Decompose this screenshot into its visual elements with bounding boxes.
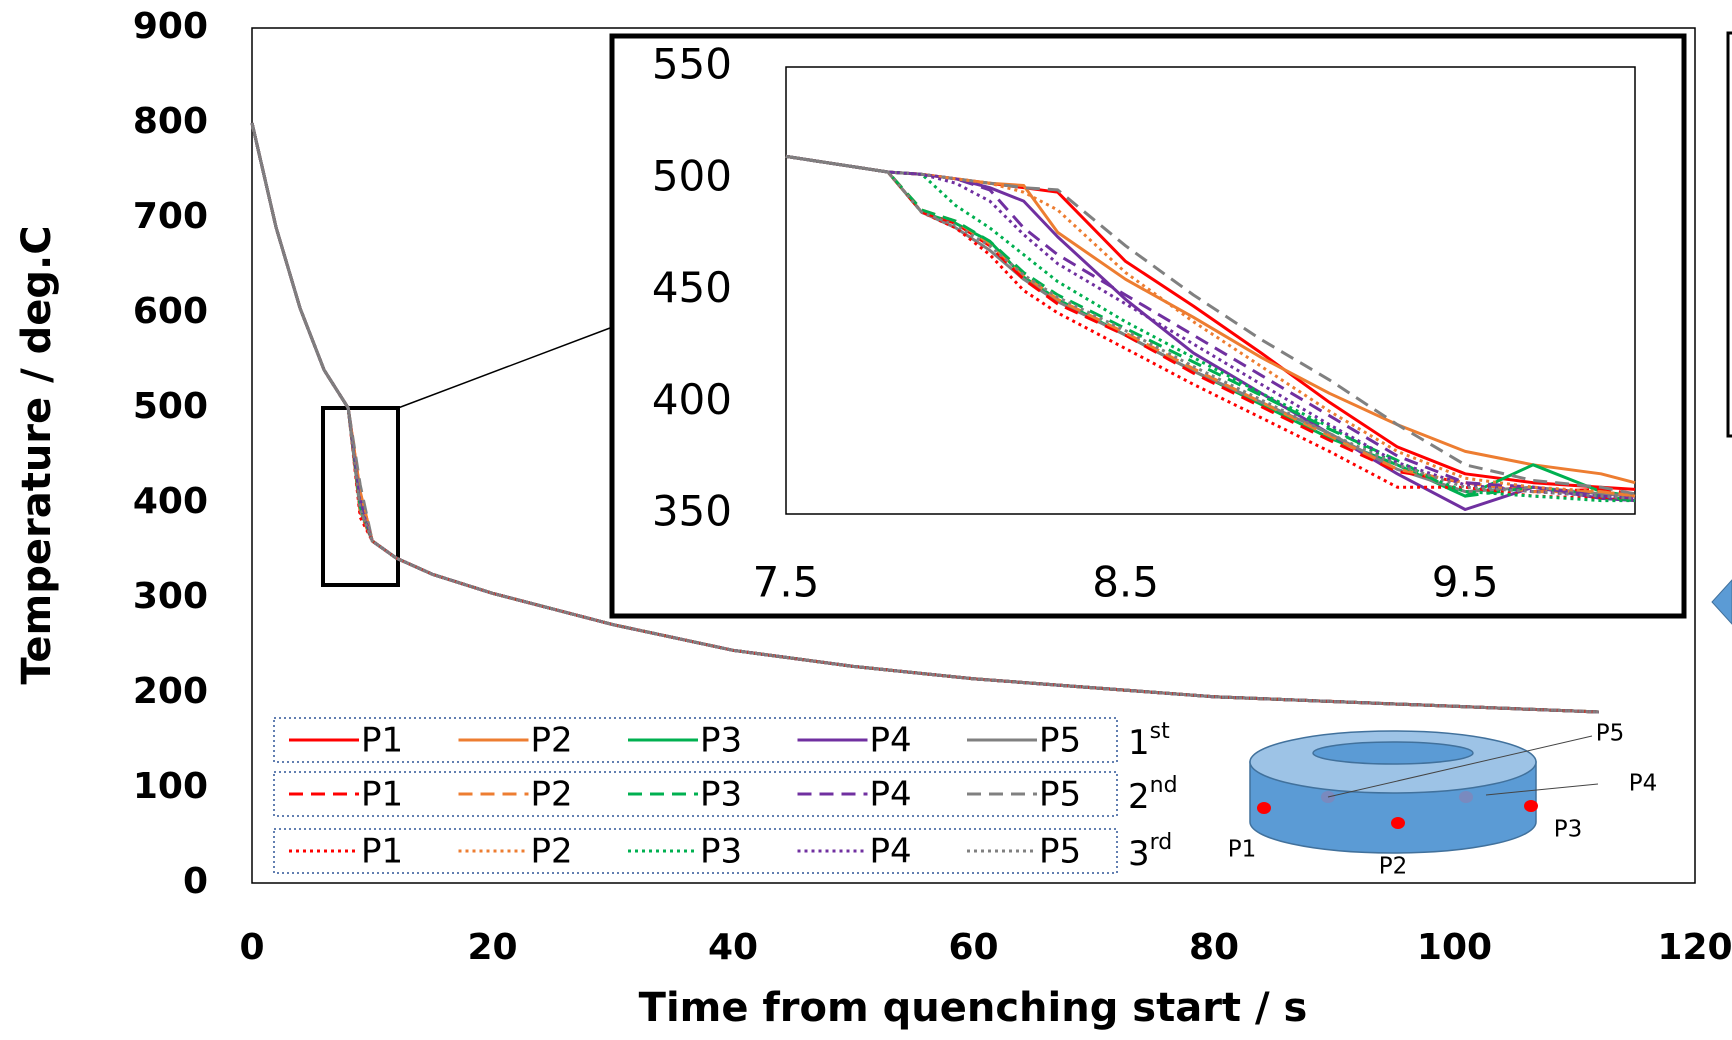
label-p1: P1 <box>1228 837 1257 863</box>
cut-box <box>1726 31 1732 438</box>
legend-box <box>273 771 1118 817</box>
x-tick-label: 7.5 <box>753 558 820 607</box>
y-tick-label: 550 <box>652 40 732 89</box>
y-tick-label: 400 <box>652 375 732 424</box>
y-tick-label: 500 <box>133 386 208 427</box>
x-tick-label: 60 <box>948 927 998 968</box>
leader-p5 <box>1327 735 1593 798</box>
ring-hole <box>1312 741 1474 765</box>
y-tick-label: 800 <box>133 101 208 142</box>
legend-label: P1 <box>361 775 403 815</box>
y-tick-label: 100 <box>133 766 208 807</box>
series-line <box>250 122 1599 714</box>
point-p2 <box>1391 817 1405 829</box>
y-tick-label: 350 <box>652 487 732 536</box>
legend-label: P3 <box>700 775 742 815</box>
plot-area <box>251 27 1696 884</box>
row-suffix: rd <box>1150 830 1173 855</box>
legend-box <box>273 828 1118 874</box>
row-suffix: st <box>1150 719 1170 744</box>
legend-label: P2 <box>531 832 573 872</box>
y-tick-label: 600 <box>133 291 208 332</box>
y-tick-label: 400 <box>133 481 208 522</box>
y-tick-label: 0 <box>183 861 208 902</box>
y-tick-label: 200 <box>133 671 208 712</box>
inset-plot-area <box>785 66 1636 515</box>
series-line <box>785 154 1636 503</box>
label-p4: P4 <box>1629 771 1658 797</box>
legend-label: P1 <box>361 832 403 872</box>
row-number: 2 <box>1128 777 1150 817</box>
x-tick-label: 8.5 <box>1092 558 1159 607</box>
legend-row-label: 1st <box>1128 719 1170 763</box>
y-tick-label: 450 <box>652 263 732 312</box>
series-line <box>785 154 1636 503</box>
series-line <box>785 154 1635 503</box>
legend-row-label: 3rd <box>1128 830 1172 874</box>
x-tick-label: 0 <box>239 927 264 968</box>
row-number: 1 <box>1128 723 1150 763</box>
inset-series <box>785 154 1636 511</box>
legend-label: P2 <box>531 775 573 815</box>
y-tick-label: 500 <box>652 151 732 200</box>
y-tick-label: 300 <box>133 576 208 617</box>
x-tick-label: 100 <box>1417 927 1492 968</box>
series-line <box>785 154 1636 498</box>
y-axis-title: Temperature / deg.C <box>14 225 60 684</box>
main-series <box>250 122 1599 714</box>
series-line <box>785 154 1636 500</box>
y-tick-label: 700 <box>133 196 208 237</box>
x-tick-label: 40 <box>708 927 758 968</box>
arrow <box>1711 579 1732 625</box>
x-axis-title: Time from quenching start / s <box>639 985 1308 1031</box>
series-line <box>785 154 1636 498</box>
row-suffix: nd <box>1150 773 1178 798</box>
y-tick-label: 900 <box>133 6 208 47</box>
legend-label: P5 <box>1039 775 1081 815</box>
inset-frame <box>609 33 1687 619</box>
label-p5: P5 <box>1596 721 1625 747</box>
legend-label: P4 <box>870 832 912 872</box>
legend-label: P1 <box>361 721 403 761</box>
point-p3 <box>1524 800 1538 812</box>
zoom-box <box>321 406 400 587</box>
ring-diagram: P1 P2 P3 P4 P5 <box>1228 721 1658 880</box>
legend-box <box>273 717 1118 763</box>
legend-label: P2 <box>531 721 573 761</box>
point-p4 <box>1459 791 1473 803</box>
series-line <box>785 154 1636 498</box>
legend-row-label: 2nd <box>1128 773 1178 817</box>
series-line <box>250 122 1599 714</box>
zoom-line <box>397 327 611 409</box>
x-tick-label: 9.5 <box>1432 558 1499 607</box>
legend-label: P5 <box>1039 721 1081 761</box>
label-p2: P2 <box>1379 854 1408 880</box>
point-p1 <box>1257 802 1271 814</box>
leader-p4 <box>1485 783 1599 796</box>
legend-label: P5 <box>1039 832 1081 872</box>
x-tick-label: 20 <box>467 927 517 968</box>
x-tick-label: 80 <box>1189 927 1239 968</box>
legend-label: P3 <box>700 721 742 761</box>
x-tick-label: 120 <box>1657 927 1732 968</box>
legend-label: P3 <box>700 832 742 872</box>
legend-label: P4 <box>870 721 912 761</box>
row-number: 3 <box>1128 834 1150 874</box>
label-p3: P3 <box>1554 817 1583 843</box>
legend-label: P4 <box>870 775 912 815</box>
